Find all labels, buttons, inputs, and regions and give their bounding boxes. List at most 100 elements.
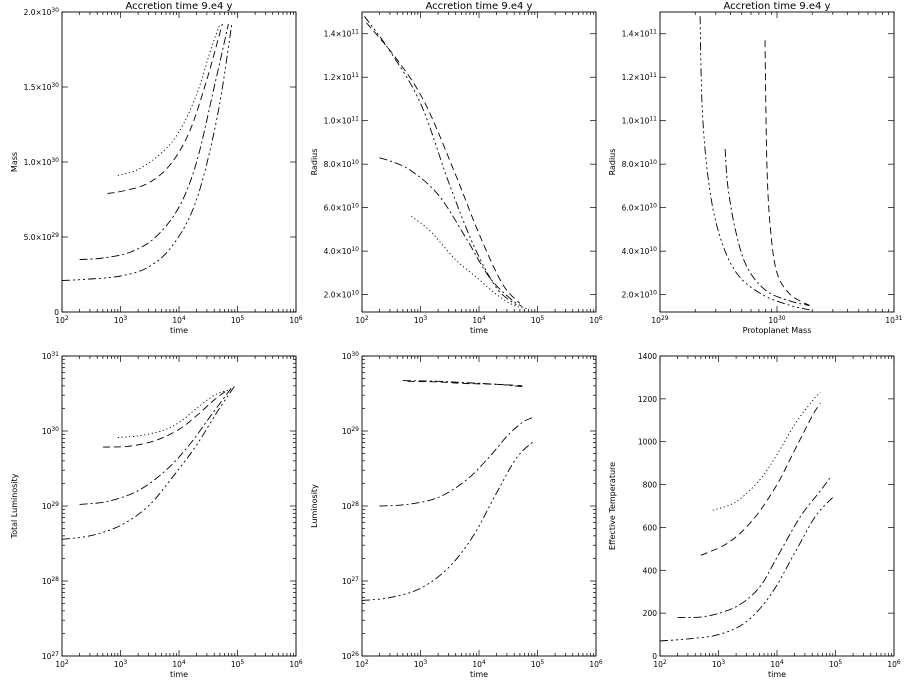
series-line-4: [362, 440, 536, 601]
x-axis-label: time: [470, 670, 488, 679]
y-tick-label: 200: [643, 609, 658, 618]
series-line-3: [379, 417, 533, 507]
y-tick-label: 1400: [638, 352, 657, 361]
x-tick-label: 105: [531, 659, 545, 669]
y-axis-label: Radius: [608, 149, 617, 176]
plot-frame: [361, 11, 597, 313]
x-tick-label: 104: [472, 315, 486, 325]
x-tick-label: 103: [114, 315, 128, 325]
x-tick-label: 106: [289, 315, 303, 325]
y-tick-label: 1.0×1030: [24, 157, 60, 167]
x-tick-label: 106: [289, 659, 303, 669]
y-tick-label: 2.0×1010: [324, 290, 360, 300]
y-tick-label: 0: [652, 652, 657, 661]
series-line-3: [79, 23, 229, 260]
y-tick-label: 6.0×1010: [622, 203, 658, 213]
series-line-2: [724, 148, 810, 306]
x-axis-label: time: [170, 670, 188, 679]
y-tick-label: 5.0×1029: [24, 232, 60, 242]
series-line-1: [117, 389, 229, 438]
y-tick-label: 2.0×1030: [24, 7, 60, 17]
series-line-3: [79, 387, 233, 505]
y-tick-label: 6.0×1010: [324, 203, 360, 213]
y-tick-label: 4.0×1010: [324, 246, 360, 256]
x-tick-label: 103: [414, 315, 428, 325]
series-line-3: [677, 477, 831, 618]
y-tick-label: 8.0×1010: [324, 159, 360, 169]
chart-title: Accretion time 9.e4 y: [426, 1, 533, 12]
y-axis-label: Total Luminosity: [10, 473, 19, 539]
series-line-3: [699, 16, 810, 311]
x-tick-label: 105: [829, 659, 843, 669]
x-tick-label: 104: [172, 315, 186, 325]
y-tick-label: 800: [643, 481, 658, 490]
y-tick-label: 1.4×1011: [622, 29, 658, 39]
panel-5: 102 103 104 105 106 1026 1027 1028 1029 1030 time L…: [310, 351, 603, 679]
x-tick-label: 106: [589, 659, 603, 669]
y-tick-label: 600: [643, 523, 658, 532]
x-tick-label: 103: [114, 659, 128, 669]
x-tick-label: 104: [770, 659, 784, 669]
series-line-2: [102, 388, 229, 448]
y-tick-label: 1027: [42, 651, 59, 661]
panel-2: Accretion time 9.e4 y 102 103 104 105 106 2.0×…: [310, 1, 603, 335]
y-axis-label: Radius: [310, 149, 319, 176]
y-tick-label: 1.5×1030: [24, 82, 60, 92]
series-line-4: [660, 497, 834, 642]
x-tick-label: 102: [55, 659, 69, 669]
y-tick-label: 1028: [42, 576, 59, 586]
x-tick-label: 105: [531, 315, 545, 325]
panel-1: Accretion time 9.e4 y 102 103 104 105 106 0 5.0…: [10, 1, 303, 335]
y-tick-label: 1030: [342, 351, 359, 361]
x-tick-label: 102: [355, 659, 369, 669]
x-tick-label: 105: [231, 315, 245, 325]
y-tick-label: 1200: [638, 395, 657, 404]
x-tick-label: 102: [355, 315, 369, 325]
panel-3: Accretion time 9.e4 y 1029 1030 1031 2.0×101…: [608, 1, 903, 335]
y-tick-label: 4.0×1010: [622, 246, 658, 256]
y-tick-label: 1000: [638, 438, 657, 447]
y-axis-label: Effective Temperature: [608, 462, 617, 550]
x-tick-label: 102: [653, 659, 667, 669]
x-axis-label: time: [470, 326, 488, 335]
y-tick-label: 0: [54, 308, 59, 317]
series-line-4: [62, 385, 236, 540]
panel-4: 102 103 104 105 106 1027 1028 1029 1030 1031 time T…: [10, 351, 303, 679]
y-tick-label: 1028: [342, 501, 359, 511]
y-tick-label: 1026: [342, 651, 359, 661]
plot-frame: [659, 355, 895, 657]
series-line-2: [366, 22, 521, 304]
series-line-1: [764, 40, 810, 306]
y-tick-label: 1027: [342, 576, 359, 586]
y-tick-label: 1.0×1011: [622, 116, 658, 126]
series-line-1: [411, 215, 529, 310]
plot-frame: [61, 355, 297, 657]
series-line-2: [402, 380, 523, 388]
y-tick-label: 2.0×1010: [622, 290, 658, 300]
x-axis-label: time: [768, 670, 786, 679]
y-tick-label: 1029: [342, 426, 359, 436]
x-tick-label: 104: [472, 659, 486, 669]
series-line-1: [117, 23, 221, 176]
series-line-4: [62, 23, 233, 281]
x-tick-label: 1031: [885, 315, 902, 325]
plot-frame: [61, 11, 297, 313]
x-tick-label: 105: [231, 659, 245, 669]
plot-frame: [659, 11, 895, 313]
x-tick-label: 1030: [768, 315, 785, 325]
series-line-2: [700, 402, 821, 556]
y-tick-label: 400: [643, 566, 658, 575]
y-tick-label: 1029: [42, 501, 59, 511]
y-tick-label: 1030: [42, 426, 59, 436]
chart-title: Accretion time 9.e4 y: [724, 1, 831, 12]
x-tick-label: 102: [55, 315, 69, 325]
x-tick-label: 104: [172, 659, 186, 669]
series-line-1: [712, 392, 821, 511]
x-axis-label: time: [170, 326, 188, 335]
x-tick-label: 103: [414, 659, 428, 669]
y-tick-label: 1.2×1011: [622, 72, 658, 82]
y-tick-label: 1.2×1011: [324, 72, 360, 82]
series-line-1: [407, 380, 523, 387]
